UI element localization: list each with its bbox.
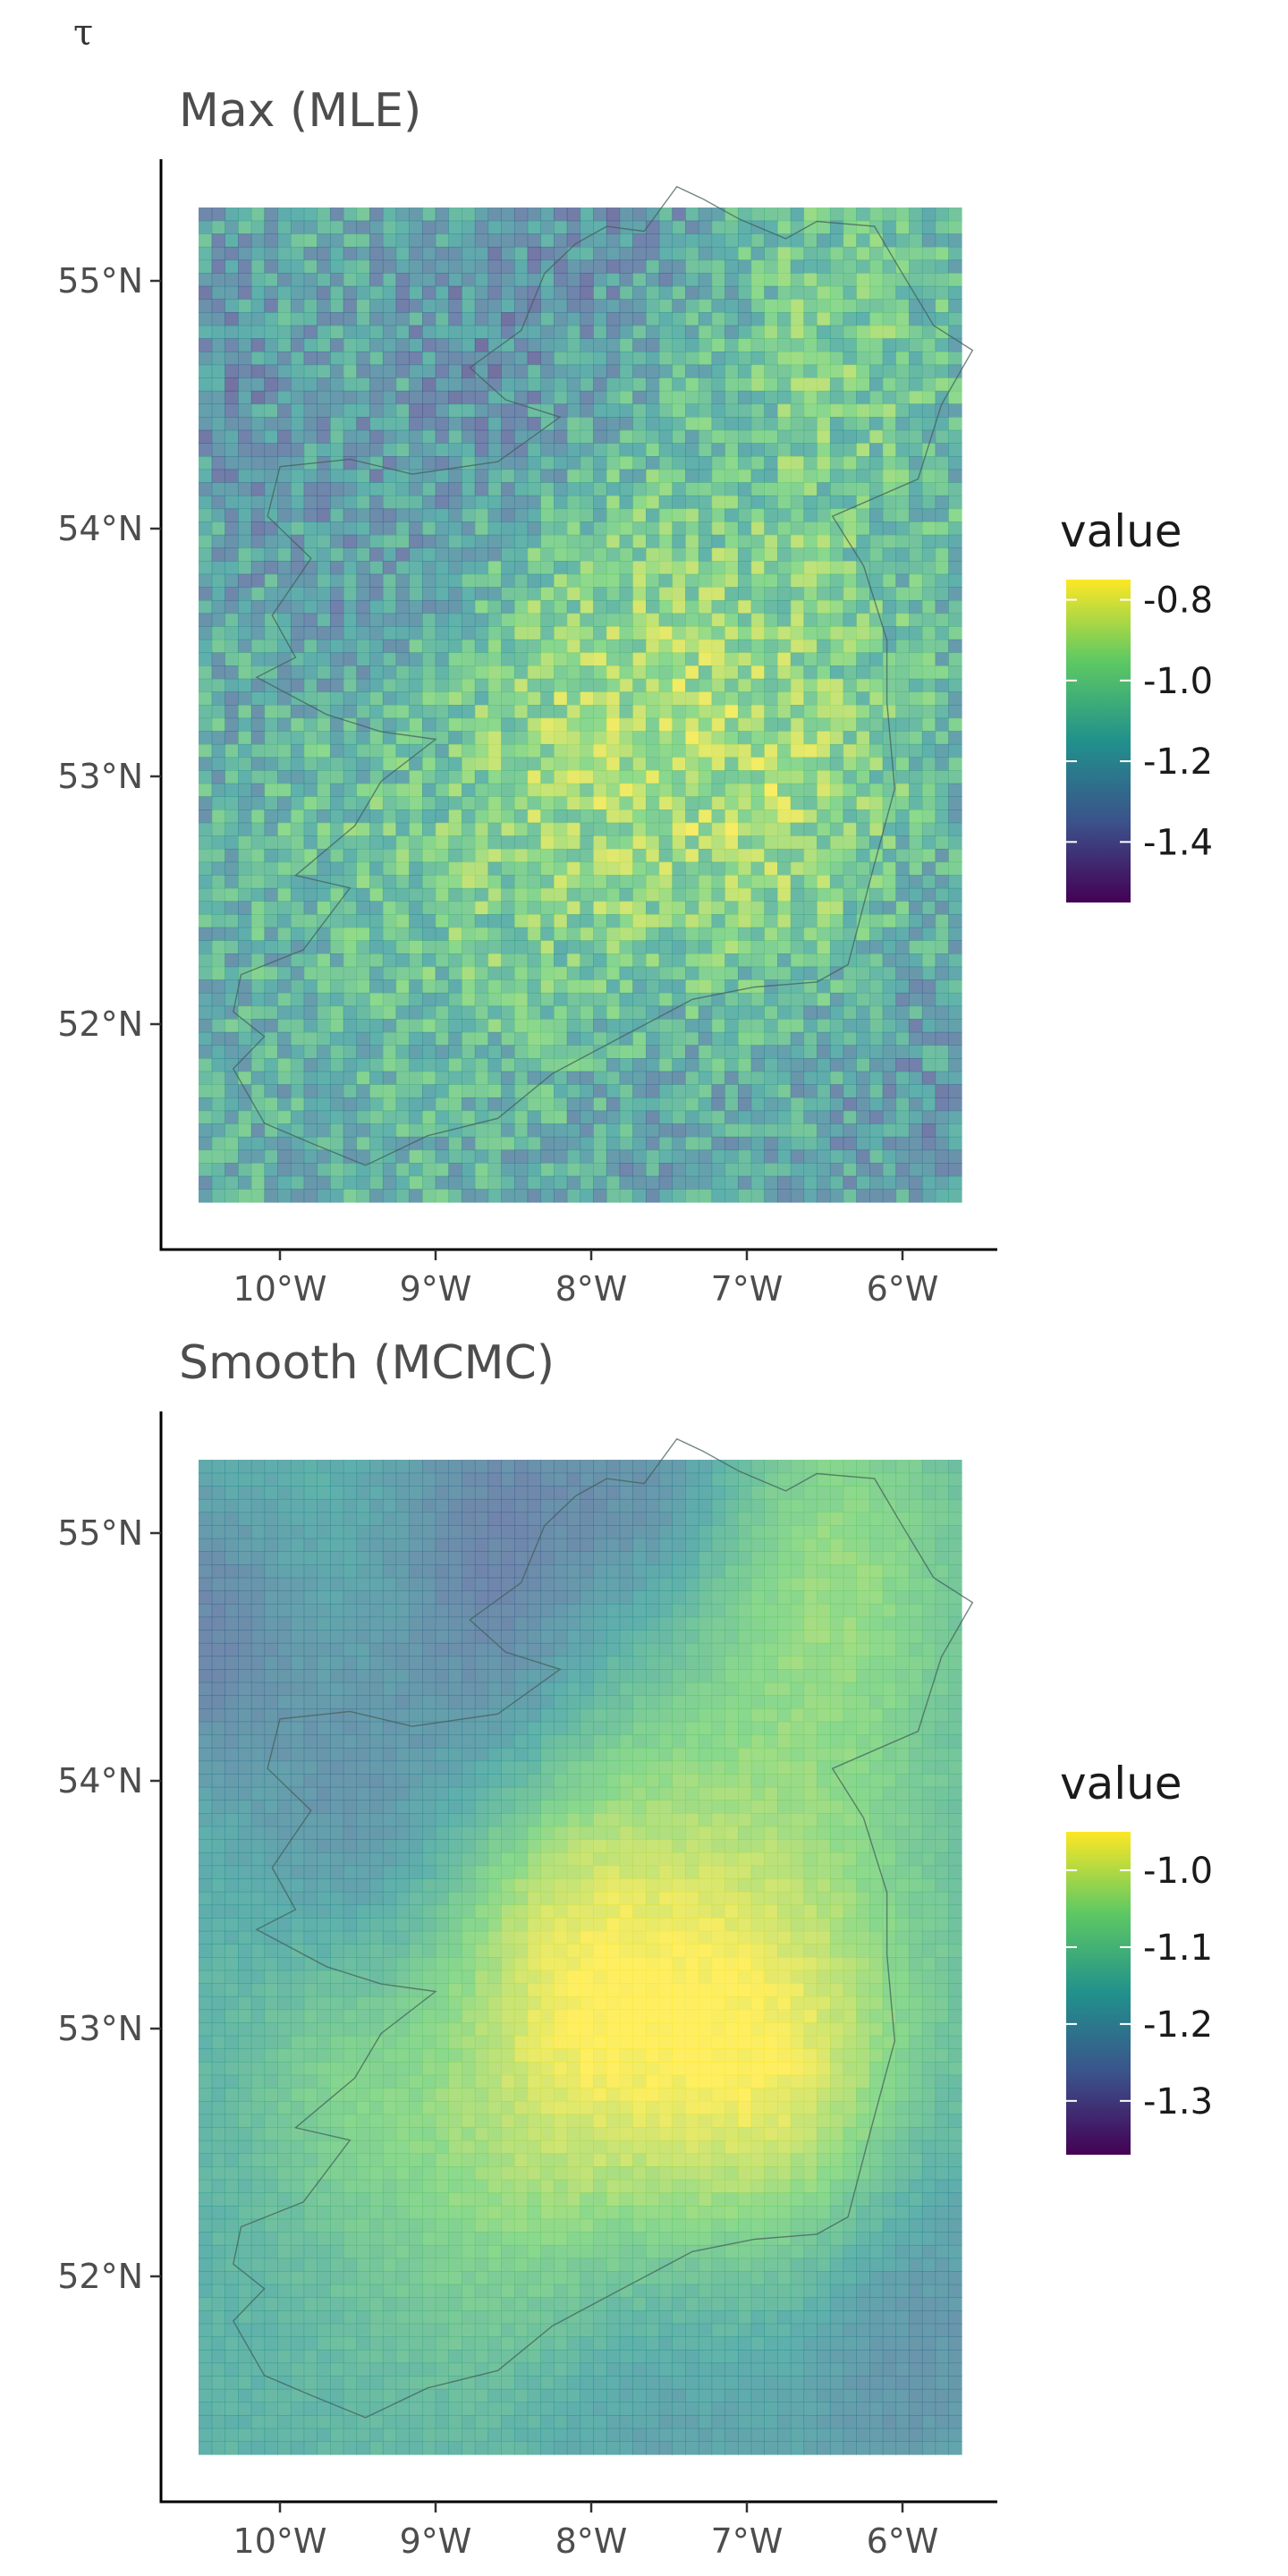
x-tick-label: 10°W <box>233 1269 327 1309</box>
y-tick-label: 52°N <box>57 2257 143 2296</box>
legend-label: -1.0 <box>1143 661 1213 702</box>
x-tick-label: 9°W <box>400 1269 472 1309</box>
figure-label: τ <box>73 13 94 54</box>
legend-label: -1.0 <box>1143 1851 1213 1892</box>
legend-label: -1.2 <box>1143 741 1213 783</box>
legend-label: -1.1 <box>1143 1928 1213 1969</box>
x-tick-label: 10°W <box>233 2521 327 2561</box>
coastline <box>232 1437 974 2419</box>
coastline <box>232 185 974 1166</box>
x-tick-label: 9°W <box>400 2521 472 2561</box>
legend-label: -0.8 <box>1143 580 1213 622</box>
y-tick-label: 53°N <box>57 757 143 796</box>
heatmap-cells <box>199 208 962 1203</box>
panel-smooth-mcmc: Smooth (MCMC) 10°W 9°W 8°W 7°W 6°W 55°N 54°N 53… <box>0 1252 1288 2561</box>
legend-label: -1.3 <box>1143 2081 1213 2123</box>
map-chart-svg: 10°W 9°W 8°W 7°W 6°W 55°N 54°N 53°N 52°N -1.0 -1.1… <box>57 1411 1213 2561</box>
heatmap-cells <box>199 1460 962 2455</box>
legend-title: value <box>1060 505 1182 557</box>
panel-title: Max (MLE) <box>179 84 422 138</box>
legend-label: -1.4 <box>1143 822 1213 863</box>
legend-colorbar <box>1066 1832 1131 2155</box>
x-tick-label: 6°W <box>867 2521 939 2561</box>
x-tick-label: 8°W <box>555 2521 628 2561</box>
x-tick-label: 7°W <box>711 1269 784 1309</box>
y-tick-label: 55°N <box>57 1513 143 1553</box>
map-chart-svg: 10°W 9°W 8°W 7°W 6°W 55°N 54°N 53°N 52°N -0.8 -1.0… <box>57 159 1213 1309</box>
y-tick-label: 54°N <box>57 509 143 548</box>
x-tick-label: 6°W <box>867 1269 939 1309</box>
legend-colorbar <box>1066 580 1131 902</box>
panel-max-mle: Max (MLE) 10°W 9°W 8°W 7°W 6°W 55°N 54°N 53°N 52… <box>0 0 1288 1309</box>
legend-label: -1.2 <box>1143 2004 1213 2046</box>
y-tick-label: 53°N <box>57 2009 143 2048</box>
x-tick-label: 7°W <box>711 2521 784 2561</box>
panel-title: Smooth (MCMC) <box>179 1336 555 1390</box>
y-tick-label: 54°N <box>57 1761 143 1801</box>
y-tick-label: 55°N <box>57 261 143 301</box>
x-tick-label: 8°W <box>555 1269 628 1309</box>
legend-title: value <box>1060 1758 1182 1809</box>
y-tick-label: 52°N <box>57 1004 143 1044</box>
